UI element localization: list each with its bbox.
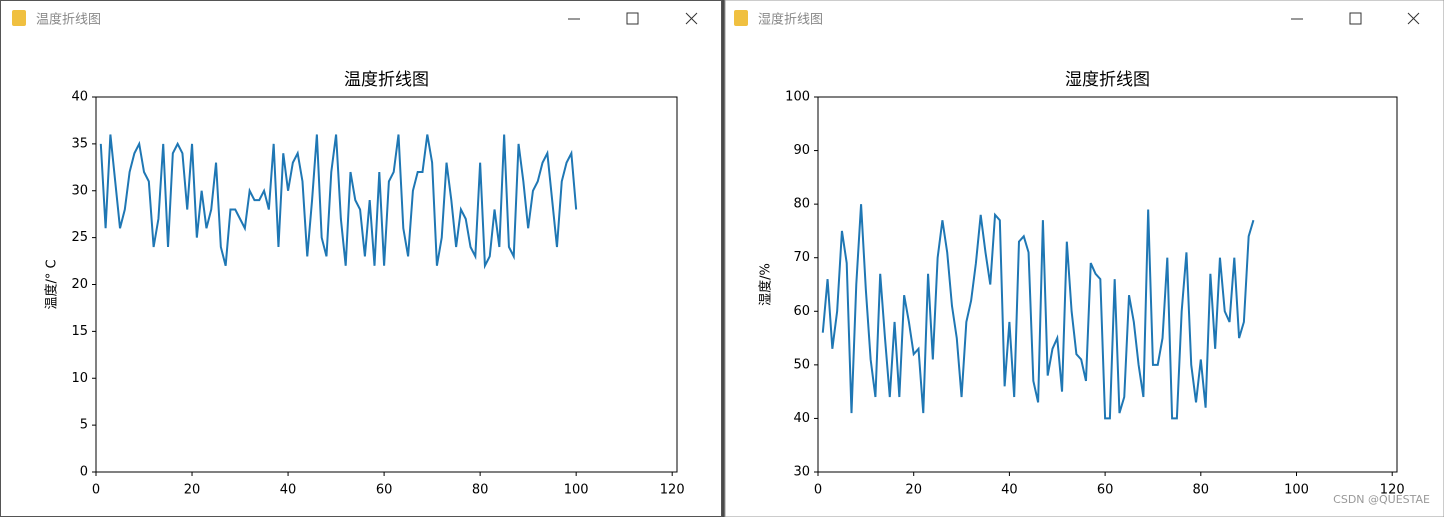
- y-axis-label: 湿度/%: [758, 263, 774, 306]
- window-title: 温度折线图: [36, 12, 101, 28]
- x-tick-label: 80: [1193, 483, 1210, 498]
- data-line: [99, 134, 578, 270]
- x-tick-label: 80: [472, 483, 489, 498]
- maximize-button[interactable]: [1349, 12, 1362, 25]
- plot-frame: [95, 96, 678, 473]
- x-tick-label: 0: [92, 483, 100, 498]
- y-axis-label: 温度/° C: [44, 259, 60, 309]
- x-tick-label: 60: [1097, 483, 1114, 498]
- y-tick-label: 30: [71, 183, 88, 198]
- y-tick-label: 90: [793, 143, 810, 158]
- y-tick-label: 0: [80, 465, 88, 480]
- app-icon: [12, 10, 26, 26]
- x-tick-label: 60: [376, 483, 393, 498]
- y-tick-label: 25: [71, 230, 88, 245]
- y-tick-label: 5: [80, 418, 88, 433]
- chart-title: 湿度折线图: [1065, 70, 1150, 90]
- y-tick-label: 100: [785, 90, 810, 105]
- chart-title: 温度折线图: [344, 70, 429, 90]
- y-tick-label: 60: [793, 304, 810, 319]
- x-tick-label: 0: [814, 483, 822, 498]
- window-title: 湿度折线图: [758, 12, 823, 28]
- y-tick-label: 35: [71, 136, 88, 151]
- close-button[interactable]: [685, 12, 698, 25]
- y-tick-label: 70: [793, 250, 810, 265]
- maximize-button[interactable]: [626, 12, 639, 25]
- y-tick-label: 40: [793, 411, 810, 426]
- y-tick-label: 80: [793, 197, 810, 212]
- x-tick-label: 120: [660, 483, 685, 498]
- plot-frame: [817, 96, 1398, 473]
- y-tick-label: 30: [793, 465, 810, 480]
- window-frame: [0, 0, 723, 517]
- window-frame: [724, 0, 1444, 517]
- y-tick-label: 50: [793, 357, 810, 372]
- y-tick-label: 15: [71, 324, 88, 339]
- x-tick-label: 100: [1284, 483, 1309, 498]
- watermark: CSDN @QUESTAE: [1333, 493, 1430, 506]
- window-gap: [722, 0, 725, 517]
- data-line: [821, 204, 1255, 420]
- x-tick-label: 40: [280, 483, 297, 498]
- x-tick-label: 100: [564, 483, 589, 498]
- x-tick-label: 20: [184, 483, 201, 498]
- y-tick-label: 20: [71, 277, 88, 292]
- x-tick-label: 20: [905, 483, 922, 498]
- x-tick-label: 120: [1380, 483, 1405, 498]
- close-button[interactable]: [1407, 12, 1420, 25]
- app-icon: [734, 10, 748, 26]
- x-tick-label: 40: [1001, 483, 1018, 498]
- y-tick-label: 10: [71, 371, 88, 386]
- y-tick-label: 40: [71, 90, 88, 105]
